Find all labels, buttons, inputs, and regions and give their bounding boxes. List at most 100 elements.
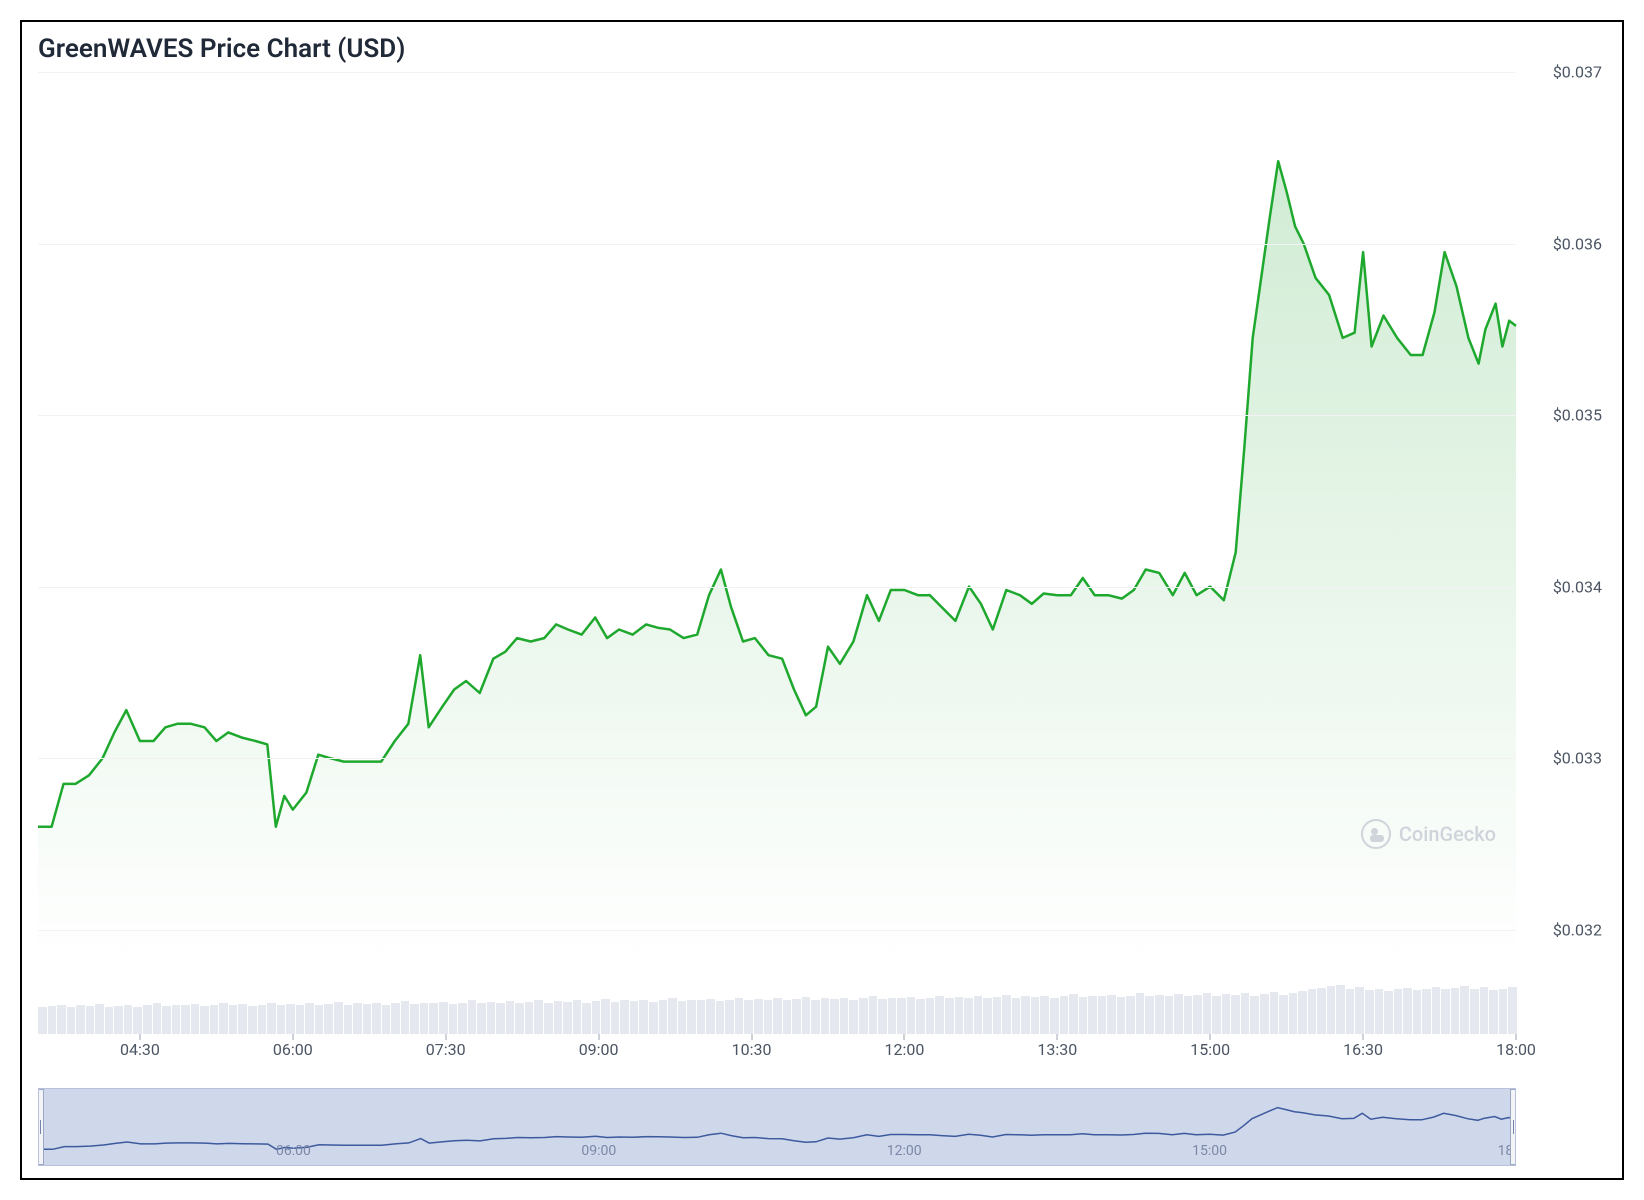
coingecko-watermark: CoinGecko — [1361, 819, 1496, 849]
volume-bar — [1107, 995, 1116, 1034]
volume-bar — [133, 1007, 142, 1034]
volume-bar — [1346, 989, 1355, 1035]
volume-bar — [744, 1000, 753, 1034]
volume-bar — [1155, 995, 1164, 1034]
x-tick-label: 18:00 — [1496, 1040, 1536, 1059]
x-tick-label: 04:30 — [120, 1040, 160, 1059]
volume-bar — [678, 1001, 687, 1034]
volume-bar — [1040, 996, 1049, 1035]
volume-bar — [439, 1002, 448, 1034]
volume-bar — [1250, 996, 1259, 1035]
volume-bar — [754, 999, 763, 1034]
watermark-label: CoinGecko — [1399, 822, 1496, 846]
volume-bar — [496, 1003, 505, 1035]
volume-bar — [735, 998, 744, 1034]
volume-bar — [1174, 994, 1183, 1034]
chart-title: GreenWAVES Price Chart (USD) — [38, 34, 1606, 64]
volume-bar — [1365, 990, 1374, 1034]
volume-bar — [716, 1001, 725, 1034]
volume-bar — [659, 1000, 668, 1034]
volume-bar — [114, 1006, 123, 1034]
plot-region[interactable]: CoinGecko — [38, 72, 1516, 964]
volume-bar — [849, 1000, 858, 1034]
volume-bar — [315, 1005, 324, 1034]
volume-bar — [1460, 986, 1469, 1034]
volume-bar — [324, 1004, 333, 1034]
volume-bar — [630, 1001, 639, 1034]
volume-bar — [1145, 996, 1154, 1034]
volume-bar — [1480, 987, 1489, 1034]
volume-bar — [878, 999, 887, 1034]
volume-bar — [353, 1003, 362, 1034]
volume-bar — [1203, 993, 1212, 1034]
volume-bar — [67, 1007, 76, 1034]
volume-bar — [1012, 998, 1021, 1034]
x-tick-label: 15:00 — [1190, 1040, 1230, 1059]
volume-bar — [1270, 992, 1279, 1034]
volume-bar — [238, 1004, 247, 1034]
price-line-svg — [38, 72, 1516, 964]
price-area-fill — [38, 161, 1516, 964]
x-tick-label: 06:00 — [273, 1040, 313, 1059]
volume-bar — [926, 998, 935, 1034]
volume-bar — [1508, 987, 1517, 1034]
x-tick-label: 07:30 — [426, 1040, 466, 1059]
volume-bar — [783, 1000, 792, 1034]
volume-bars — [38, 964, 1516, 1034]
volume-bar — [859, 998, 868, 1034]
volume-bar — [935, 996, 944, 1035]
volume-bar — [840, 998, 849, 1034]
y-tick-label: $0.037 — [1516, 63, 1606, 82]
volume-bar — [725, 1000, 734, 1034]
gridline — [38, 415, 1516, 416]
volume-bar — [1165, 996, 1174, 1035]
volume-bar — [916, 999, 925, 1034]
volume-bar — [57, 1005, 66, 1034]
volume-bar — [764, 1000, 773, 1034]
volume-bar — [76, 1005, 85, 1034]
navigator-handle-left[interactable] — [38, 1089, 44, 1165]
volume-bar — [1308, 989, 1317, 1034]
x-tick-label: 12:00 — [884, 1040, 924, 1059]
volume-bar — [1098, 996, 1107, 1034]
x-tick-label: 13:30 — [1037, 1040, 1077, 1059]
volume-bar — [668, 998, 677, 1034]
volume-bar — [515, 1003, 524, 1034]
volume-bar — [105, 1007, 114, 1034]
volume-bar — [1184, 996, 1193, 1034]
navigator-tick-label: 06:00 — [276, 1143, 311, 1159]
volume-bar — [296, 1005, 305, 1034]
volume-bar — [1212, 996, 1221, 1035]
x-tick-label: 16:30 — [1343, 1040, 1383, 1059]
volume-bar — [649, 1002, 658, 1034]
volume-bar — [1079, 997, 1088, 1034]
y-tick-label: $0.035 — [1516, 406, 1606, 425]
volume-bar — [1021, 996, 1030, 1034]
volume-bar — [1375, 989, 1384, 1035]
volume-bar — [544, 1003, 553, 1035]
volume-bar — [1050, 998, 1059, 1034]
gridline — [38, 587, 1516, 588]
volume-bar — [974, 996, 983, 1034]
volume-bar — [821, 998, 830, 1034]
volume-bar — [888, 998, 897, 1034]
y-axis: $0.032$0.033$0.034$0.035$0.036$0.037 — [1516, 72, 1606, 964]
volume-bar — [449, 1004, 458, 1034]
volume-bar — [210, 1005, 219, 1034]
volume-bar — [1336, 985, 1345, 1034]
navigator-handle-right[interactable] — [1510, 1089, 1516, 1165]
volume-bar — [983, 998, 992, 1034]
volume-bar — [1088, 996, 1097, 1035]
navigator[interactable]: 06:0009:0012:0015:0018:00 — [38, 1088, 1516, 1166]
volume-bar — [907, 997, 916, 1034]
volume-bar — [554, 1001, 563, 1034]
volume-bar — [172, 1005, 181, 1034]
volume-bar — [181, 1005, 190, 1034]
volume-bar — [1031, 997, 1040, 1034]
volume-bar — [95, 1004, 104, 1034]
volume-bar — [964, 998, 973, 1034]
volume-bar — [1002, 995, 1011, 1034]
volume-bar — [191, 1004, 200, 1034]
navigator-tick-label: 15:00 — [1192, 1143, 1227, 1159]
volume-bar — [401, 1001, 410, 1034]
